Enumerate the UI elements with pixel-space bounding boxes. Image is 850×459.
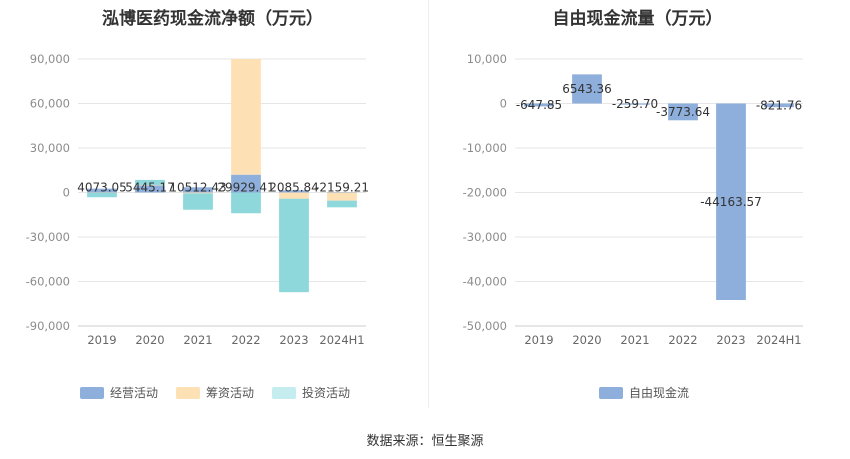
chart2-xtick-label: 2019 <box>524 333 553 347</box>
chart1-bar-投资活动-2020 <box>135 179 165 185</box>
chart1-xtick-label: 2021 <box>183 333 212 347</box>
chart1-total-label: 29929.41 <box>217 181 274 195</box>
chart1-xtick-label: 2023 <box>279 333 308 347</box>
chart1-ytick-label: -90,000 <box>26 319 70 333</box>
chart1-xtick-label: 2019 <box>87 333 116 347</box>
chart2-xtick-label: 2022 <box>668 333 697 347</box>
legend-item-financing[interactable]: 筹资活动 <box>176 384 254 401</box>
panel-divider <box>428 0 429 408</box>
chart1-bar-经营活动-2020 <box>135 185 165 193</box>
chart1-ytick-label: 30,000 <box>30 141 70 155</box>
chart2-legend: 自由现金流 <box>599 384 707 401</box>
chart1-total-label: 2085.84 <box>269 181 319 195</box>
chart2-bar-2019 <box>524 103 554 107</box>
legend-label-fcf: 自由现金流 <box>629 386 690 400</box>
chart1-ytick-label: 90,000 <box>30 52 70 66</box>
chart2-xtick-label: 2021 <box>620 333 649 347</box>
legend-label-investing: 投资活动 <box>302 386 351 400</box>
chart1-xtick-label: 2022 <box>231 333 260 347</box>
chart1-bar-投资活动-2023 <box>279 198 309 293</box>
legend-swatch-fcf <box>599 386 623 399</box>
chart1-ytick-label: 60,000 <box>30 97 70 111</box>
chart2-bar-2024H1 <box>764 103 794 108</box>
chart2-title: 自由现金流量（万元） <box>552 9 723 29</box>
chart2-ytick-label: 10,000 <box>467 52 507 66</box>
chart2-bar-2021 <box>620 103 650 105</box>
chart2-value-label: -821.76 <box>756 98 802 112</box>
chart2-ytick-label: -30,000 <box>463 230 507 244</box>
chart1-bar-经营活动-2024H1 <box>327 192 357 193</box>
chart1-bar-投资活动-2022 <box>231 192 261 214</box>
chart1-bar-经营活动-2019 <box>87 188 117 193</box>
chart2-value-label: -44163.57 <box>700 195 762 209</box>
chart1-total-label: 5445.17 <box>125 181 175 195</box>
legend-label-financing: 筹资活动 <box>206 386 255 400</box>
chart1-bar-筹资活动-2019 <box>87 192 117 193</box>
chart1-ytick-label: -60,000 <box>26 275 70 289</box>
chart1-legend: 经营活动 筹资活动 投资活动 <box>80 384 368 401</box>
chart1-bar-经营活动-2022 <box>231 174 261 193</box>
chart2-ytick-label: -40,000 <box>463 275 507 289</box>
chart1-bar-投资活动-2021 <box>183 193 213 210</box>
chart2-bar-2023 <box>716 103 746 301</box>
chart2-ytick-label: -50,000 <box>463 319 507 333</box>
legend-label-operating: 经营活动 <box>110 386 159 400</box>
chart1-bar-筹资活动-2021 <box>183 192 213 194</box>
chart2-value-label: -3773.64 <box>656 105 710 119</box>
chart2-value-label: 6543.36 <box>562 82 612 96</box>
chart1-total-label: -2159.21 <box>315 181 369 195</box>
chart1-bar-筹资活动-2024H1 <box>327 192 357 201</box>
legend-swatch-financing <box>176 386 201 399</box>
chart2-bar-2020 <box>572 74 602 104</box>
chart1-total-label: 10512.43 <box>169 181 226 195</box>
chart2-xtick-label: 2020 <box>572 333 601 347</box>
legend-swatch-operating <box>80 386 104 399</box>
chart1-total-label: 4073.05 <box>77 181 127 195</box>
legend-item-operating[interactable]: 经营活动 <box>80 384 158 401</box>
chart1-bar-筹资活动-2022 <box>231 59 261 175</box>
chart1-bar-经营活动-2023 <box>279 190 309 193</box>
legend-item-investing[interactable]: 投资活动 <box>272 384 350 401</box>
chart2-ytick-label: -10,000 <box>463 141 507 155</box>
chart1-ytick-label: 0 <box>63 186 70 200</box>
legend-swatch-investing <box>272 386 297 399</box>
chart1-title: 泓博医药现金流净额（万元） <box>102 9 323 29</box>
data-source: 数据来源：恒生聚源 <box>366 434 484 449</box>
chart1-bar-经营活动-2021 <box>183 187 213 193</box>
chart2-xtick-label: 2023 <box>716 333 745 347</box>
chart2-value-label: -647.85 <box>516 98 562 112</box>
chart1-bar-筹资活动-2023 <box>279 192 309 199</box>
chart2-bar-2022 <box>668 103 698 121</box>
chart1-bar-筹资活动-2020 <box>135 184 165 186</box>
chart2-ytick-label: -20,000 <box>463 186 507 200</box>
legend-item-fcf[interactable]: 自由现金流 <box>599 384 689 401</box>
chart1-ytick-label: -30,000 <box>26 230 70 244</box>
chart2-ytick-label: 0 <box>500 97 507 111</box>
chart1-xtick-label: 2020 <box>135 333 164 347</box>
chart2-value-label: -259.70 <box>612 97 658 111</box>
chart1-xtick-label: 2024H1 <box>319 333 364 347</box>
chart2-xtick-label: 2024H1 <box>756 333 801 347</box>
chart1-bar-投资活动-2024H1 <box>327 200 357 208</box>
chart1-bar-投资活动-2019 <box>87 192 117 198</box>
